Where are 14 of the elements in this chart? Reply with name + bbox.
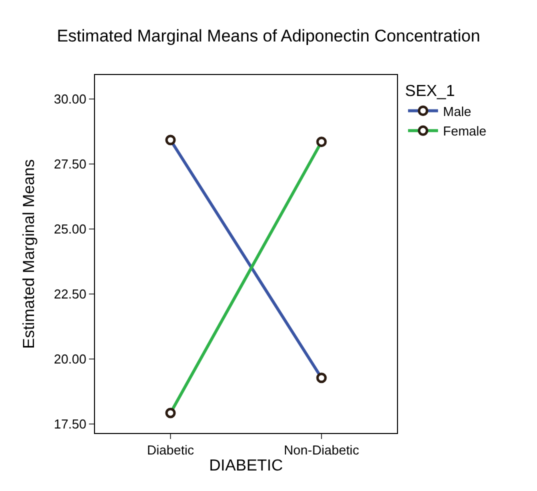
legend-title: SEX_1 [405,82,455,100]
legend-label: Male [443,104,472,119]
y-tick-label: 22.50 [54,286,86,302]
x-tick-label: Non-Diabetic [284,442,360,458]
y-tick-label: 17.50 [54,416,86,432]
x-tick-label: Diabetic [147,442,194,458]
y-tick-label: 30.00 [54,91,86,106]
y-axis-title: Estimated Marginal Means [20,159,38,349]
y-tick-label: 20.00 [54,351,86,366]
y-tick-label: 27.50 [54,156,86,172]
y-tick-label: 25.00 [54,221,86,236]
chart-title: Estimated Marginal Means of Adiponectin Concentration [56,26,480,46]
x-axis-title: DIABETIC [209,457,283,474]
legend-label: Female [443,124,486,139]
